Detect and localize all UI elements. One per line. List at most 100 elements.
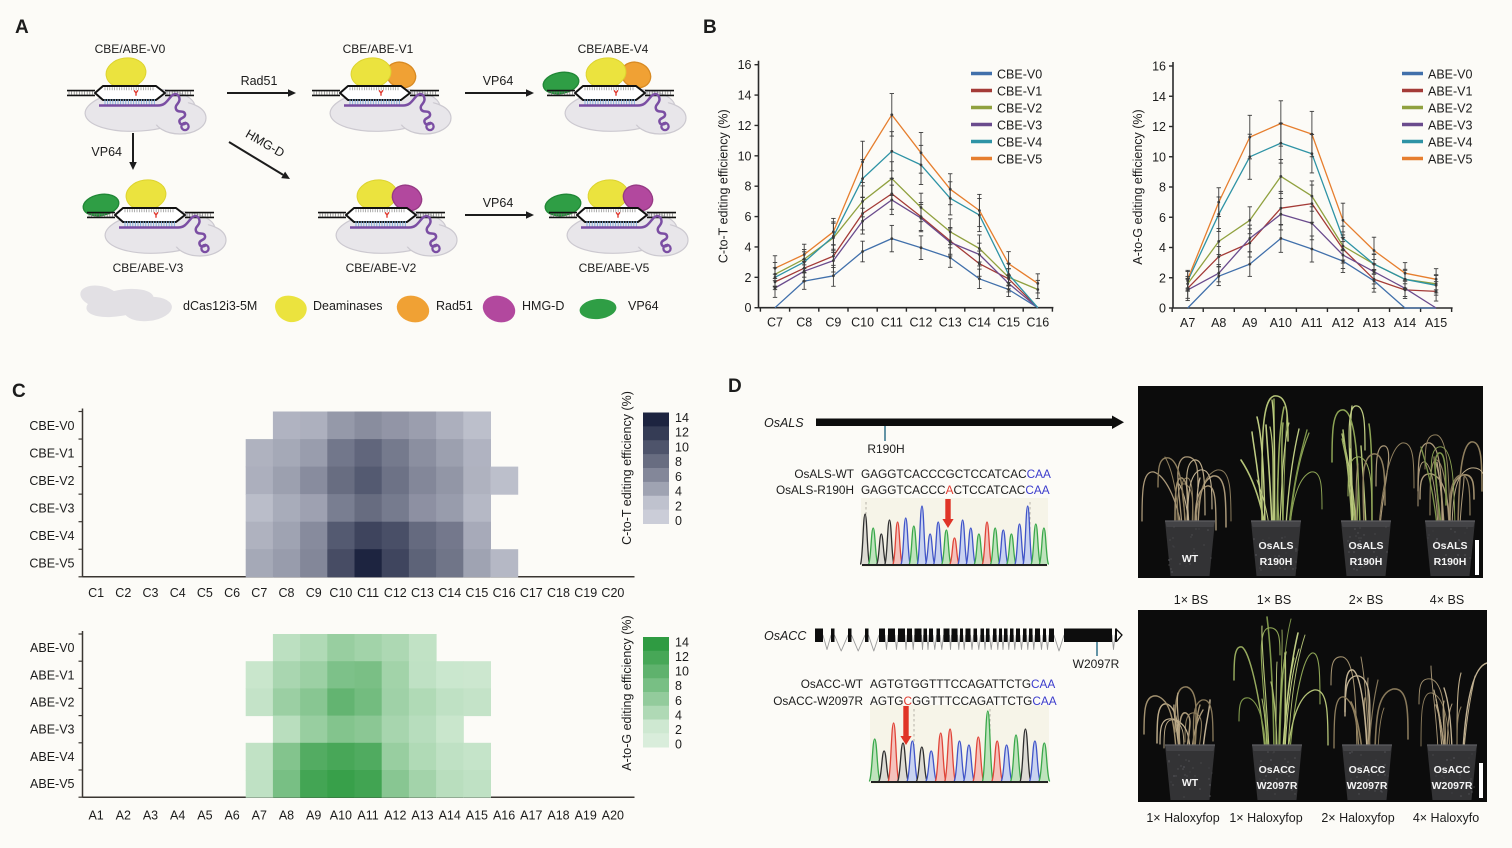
svg-text:A10: A10 — [330, 809, 352, 823]
svg-text:A15: A15 — [466, 809, 488, 823]
svg-text:6: 6 — [1159, 211, 1166, 225]
svg-text:A7: A7 — [252, 809, 267, 823]
svg-text:WT: WT — [1182, 553, 1199, 565]
svg-text:2× BS: 2× BS — [1349, 593, 1383, 607]
svg-text:A13: A13 — [1363, 316, 1385, 330]
svg-text:4× Haloxyfo: 4× Haloxyfo — [1413, 811, 1479, 825]
svg-text:16: 16 — [738, 58, 752, 72]
svg-text:OsALS: OsALS — [1258, 540, 1293, 552]
svg-text:6: 6 — [675, 694, 682, 708]
svg-text:R190H: R190H — [1434, 556, 1467, 568]
svg-text:CBE/ABE-V5: CBE/ABE-V5 — [579, 261, 650, 275]
svg-text:4: 4 — [675, 708, 682, 722]
svg-text:C15: C15 — [997, 316, 1020, 330]
svg-text:C17: C17 — [520, 586, 543, 600]
svg-text:1× Haloxyfop: 1× Haloxyfop — [1229, 811, 1302, 825]
svg-text:ABE-V0: ABE-V0 — [1428, 67, 1473, 81]
svg-text:CBE-V4: CBE-V4 — [29, 529, 74, 543]
svg-text:AGTGTGGTTTCCAGATTCTGCAA: AGTGTGGTTTCCAGATTCTGCAA — [870, 677, 1055, 691]
svg-text:12: 12 — [675, 426, 689, 440]
svg-text:CBE-V1: CBE-V1 — [997, 84, 1042, 98]
svg-text:A5: A5 — [197, 809, 212, 823]
svg-text:CBE-V2: CBE-V2 — [29, 474, 74, 488]
svg-text:A-to-G editing efficiency (%): A-to-G editing efficiency (%) — [1131, 109, 1145, 264]
svg-text:C5: C5 — [197, 586, 213, 600]
svg-text:C6: C6 — [224, 586, 240, 600]
svg-text:R190H: R190H — [1350, 556, 1383, 568]
svg-text:C-to-T editing efficiency (%): C-to-T editing efficiency (%) — [620, 391, 634, 545]
svg-text:C12: C12 — [910, 316, 933, 330]
svg-text:C3: C3 — [143, 586, 159, 600]
svg-text:A8: A8 — [279, 809, 294, 823]
svg-text:A20: A20 — [602, 809, 624, 823]
svg-text:C13: C13 — [411, 586, 434, 600]
svg-text:CBE-V1: CBE-V1 — [29, 446, 74, 460]
svg-text:0: 0 — [675, 738, 682, 752]
svg-text:8: 8 — [675, 455, 682, 469]
svg-text:R190H: R190H — [867, 442, 904, 456]
svg-text:C13: C13 — [939, 316, 962, 330]
svg-text:OsALS: OsALS — [764, 416, 804, 430]
svg-text:A13: A13 — [411, 809, 433, 823]
svg-text:8: 8 — [745, 180, 752, 194]
svg-text:VP64: VP64 — [483, 196, 514, 210]
svg-text:C1: C1 — [88, 586, 104, 600]
svg-text:2× Haloxyfop: 2× Haloxyfop — [1321, 811, 1394, 825]
svg-text:10: 10 — [675, 440, 689, 454]
svg-text:ABE-V3: ABE-V3 — [1428, 118, 1473, 132]
svg-text:WT: WT — [1182, 777, 1199, 789]
svg-text:A-to-G editing efficiency (%): A-to-G editing efficiency (%) — [620, 615, 634, 770]
svg-text:GAGGTCACCCGCTCCATCACCAA: GAGGTCACCCGCTCCATCACCAA — [861, 467, 1051, 481]
svg-text:2: 2 — [675, 723, 682, 737]
svg-text:OsALS: OsALS — [1348, 540, 1383, 552]
svg-text:ABE-V2: ABE-V2 — [1428, 101, 1473, 115]
svg-text:ABE-V4: ABE-V4 — [1428, 135, 1473, 149]
svg-text:OsACC: OsACC — [1434, 764, 1471, 776]
svg-text:A11: A11 — [357, 809, 378, 823]
svg-text:6: 6 — [675, 470, 682, 484]
svg-text:C16: C16 — [1026, 316, 1049, 330]
svg-text:C: C — [12, 381, 26, 402]
svg-text:A14: A14 — [439, 809, 461, 823]
svg-text:C20: C20 — [601, 586, 624, 600]
svg-text:A11: A11 — [1301, 316, 1322, 330]
svg-text:OsACC-WT: OsACC-WT — [801, 677, 863, 691]
svg-text:ABE-V2: ABE-V2 — [30, 696, 75, 710]
svg-text:10: 10 — [1152, 150, 1166, 164]
svg-text:ABE-V4: ABE-V4 — [30, 750, 75, 764]
svg-text:16: 16 — [1152, 60, 1166, 74]
svg-text:1× Haloxyfop: 1× Haloxyfop — [1146, 811, 1219, 825]
svg-text:GAGGTCACCCACTCCATCACCAA: GAGGTCACCCACTCCATCACCAA — [861, 483, 1050, 497]
svg-text:A4: A4 — [170, 809, 185, 823]
svg-text:OsACC: OsACC — [764, 629, 807, 643]
svg-text:dCas12i3-5M: dCas12i3-5M — [183, 299, 257, 313]
svg-text:CBE-V5: CBE-V5 — [997, 152, 1042, 166]
svg-text:C14: C14 — [968, 316, 991, 330]
svg-text:A14: A14 — [1394, 316, 1416, 330]
svg-text:4× BS: 4× BS — [1430, 593, 1464, 607]
svg-text:CBE-V5: CBE-V5 — [29, 557, 74, 571]
svg-text:ABE-V1: ABE-V1 — [30, 668, 75, 682]
svg-text:C14: C14 — [438, 586, 461, 600]
svg-text:C15: C15 — [465, 586, 488, 600]
svg-text:A12: A12 — [1332, 316, 1354, 330]
svg-text:12: 12 — [675, 650, 689, 664]
svg-text:C8: C8 — [279, 586, 295, 600]
svg-text:C19: C19 — [574, 586, 597, 600]
svg-text:ABE-V0: ABE-V0 — [30, 641, 75, 655]
svg-text:A19: A19 — [575, 809, 597, 823]
svg-text:4: 4 — [1159, 241, 1166, 255]
svg-text:6: 6 — [745, 210, 752, 224]
svg-text:1× BS: 1× BS — [1257, 593, 1291, 607]
svg-text:C18: C18 — [547, 586, 570, 600]
svg-text:W2097R: W2097R — [1432, 780, 1473, 792]
svg-text:C7: C7 — [767, 316, 783, 330]
svg-text:ABE-V5: ABE-V5 — [1428, 152, 1473, 166]
svg-text:C11: C11 — [357, 586, 379, 600]
svg-text:14: 14 — [675, 636, 689, 650]
svg-text:CBE-V4: CBE-V4 — [997, 135, 1042, 149]
svg-text:2: 2 — [675, 499, 682, 513]
svg-text:Rad51: Rad51 — [436, 299, 473, 313]
svg-text:OsACC: OsACC — [1349, 764, 1386, 776]
svg-text:D: D — [728, 376, 742, 397]
